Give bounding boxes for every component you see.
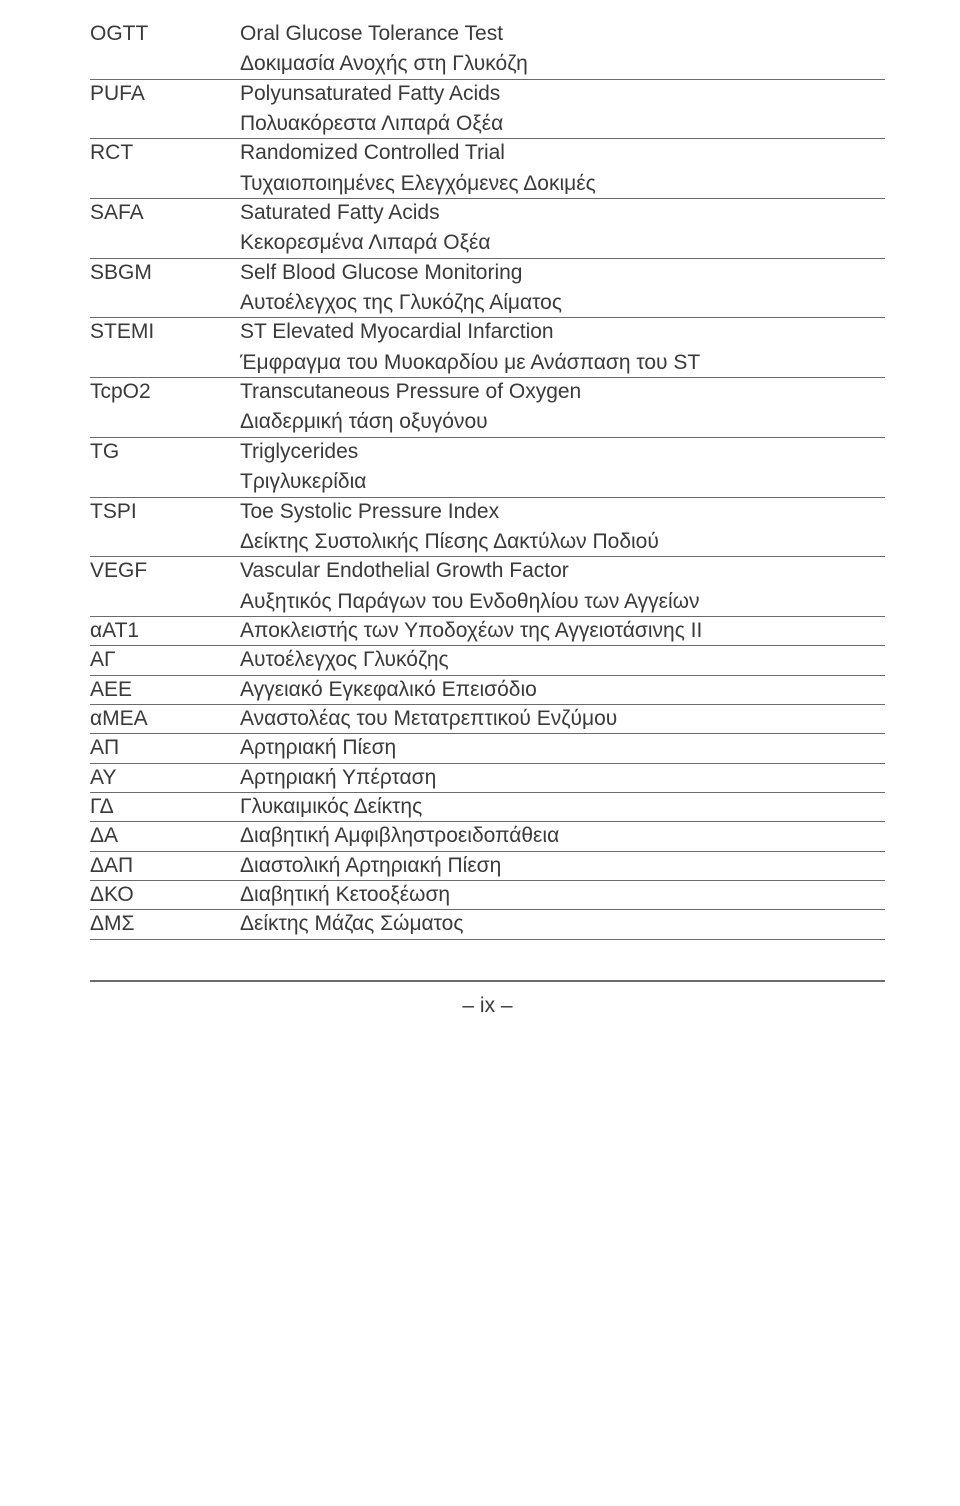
abbr-cell: TSPI <box>90 497 240 557</box>
def-cell: Διαβητική Αμφιβληστροειδοπάθεια <box>240 822 885 851</box>
def-en: Γλυκαιμικός Δείκτης <box>240 793 885 821</box>
abbr-cell: OGTT <box>90 20 240 79</box>
abbr-cell: ΔΑΠ <box>90 851 240 880</box>
def-cell: Γλυκαιμικός Δείκτης <box>240 792 885 821</box>
def-cell: Διαβητική Κετοοξέωση <box>240 880 885 909</box>
def-en: Oral Glucose Tolerance Test <box>240 20 885 48</box>
table-row: TcpO2 Transcutaneous Pressure of Oxygen … <box>90 378 885 438</box>
abbr-cell: TG <box>90 437 240 497</box>
def-en: Toe Systolic Pressure Index <box>240 498 885 526</box>
def-gr: Αυτοέλεγχος της Γλυκόζης Αίματος <box>240 289 885 317</box>
table-row: VEGF Vascular Endothelial Growth Factor … <box>90 557 885 617</box>
def-cell: Toe Systolic Pressure Index Δείκτης Συστ… <box>240 497 885 557</box>
def-en: Αρτηριακή Πίεση <box>240 734 885 762</box>
table-row: TG Triglycerides Τριγλυκερίδια <box>90 437 885 497</box>
def-en: Διαβητική Κετοοξέωση <box>240 881 885 909</box>
def-cell: Αγγειακό Εγκεφαλικό Επεισόδιο <box>240 675 885 704</box>
def-cell: Αρτηριακή Πίεση <box>240 734 885 763</box>
table-row: PUFA Polyunsaturated Fatty Acids Πολυακό… <box>90 79 885 139</box>
abbreviations-table: OGTT Oral Glucose Tolerance Test Δοκιμασ… <box>90 20 885 940</box>
def-cell: Randomized Controlled Trial Τυχαιοποιημέ… <box>240 139 885 199</box>
table-row: ΓΔ Γλυκαιμικός Δείκτης <box>90 792 885 821</box>
abbr-cell: VEGF <box>90 557 240 617</box>
def-gr: Έμφραγμα του Μυοκαρδίου με Ανάσπαση του … <box>240 349 885 377</box>
abbr-cell: ΑΕΕ <box>90 675 240 704</box>
def-cell: Αποκλειστής των Υποδοχέων της Αγγειοτάσι… <box>240 616 885 645</box>
def-en: Διαβητική Αμφιβληστροειδοπάθεια <box>240 822 885 850</box>
def-gr: Δοκιμασία Ανοχής στη Γλυκόζη <box>240 50 885 78</box>
def-gr: Τριγλυκερίδια <box>240 468 885 496</box>
def-cell: Triglycerides Τριγλυκερίδια <box>240 437 885 497</box>
table-row: ΑΠ Αρτηριακή Πίεση <box>90 734 885 763</box>
def-en: Διαστολική Αρτηριακή Πίεση <box>240 852 885 880</box>
abbr-cell: PUFA <box>90 79 240 139</box>
def-gr: Διαδερμική τάση οξυγόνου <box>240 408 885 436</box>
abbr-cell: ΑΠ <box>90 734 240 763</box>
table-row: ΑΕΕ Αγγειακό Εγκεφαλικό Επεισόδιο <box>90 675 885 704</box>
def-cell: ST Elevated Myocardial Infarction Έμφραγ… <box>240 318 885 378</box>
abbreviations-tbody: OGTT Oral Glucose Tolerance Test Δοκιμασ… <box>90 20 885 939</box>
def-gr: Πολυακόρεστα Λιπαρά Οξέα <box>240 110 885 138</box>
def-en: Αναστολέας του Μετατρεπτικού Ενζύμου <box>240 705 885 733</box>
def-cell: Δείκτης Μάζας Σώματος <box>240 910 885 939</box>
table-row: αΜΕΑ Αναστολέας του Μετατρεπτικού Ενζύμο… <box>90 704 885 733</box>
def-en: Αρτηριακή Υπέρταση <box>240 764 885 792</box>
table-row: ΔΑ Διαβητική Αμφιβληστροειδοπάθεια <box>90 822 885 851</box>
def-gr: Κεκορεσμένα Λιπαρά Οξέα <box>240 229 885 257</box>
def-gr: Αυξητικός Παράγων του Ενδοθηλίου των Αγγ… <box>240 588 885 616</box>
abbr-cell: RCT <box>90 139 240 199</box>
table-row: TSPI Toe Systolic Pressure Index Δείκτης… <box>90 497 885 557</box>
def-en: Δείκτης Μάζας Σώματος <box>240 910 885 938</box>
def-en: Self Blood Glucose Monitoring <box>240 259 885 287</box>
def-en: Αυτοέλεγχος Γλυκόζης <box>240 646 885 674</box>
abbr-cell: ΔΜΣ <box>90 910 240 939</box>
def-en: Triglycerides <box>240 438 885 466</box>
def-en: Αποκλειστής των Υποδοχέων της Αγγειοτάσι… <box>240 617 885 645</box>
def-cell: Αυτοέλεγχος Γλυκόζης <box>240 646 885 675</box>
def-en: Saturated Fatty Acids <box>240 199 885 227</box>
abbr-cell: ΑΓ <box>90 646 240 675</box>
table-row: ΑΓ Αυτοέλεγχος Γλυκόζης <box>90 646 885 675</box>
page-number: – ix – <box>90 992 885 1020</box>
abbr-cell: TcpO2 <box>90 378 240 438</box>
abbr-cell: SAFA <box>90 199 240 259</box>
def-gr: Τυχαιοποιημένες Ελεγχόμενες Δοκιμές <box>240 170 885 198</box>
def-cell: Vascular Endothelial Growth Factor Αυξητ… <box>240 557 885 617</box>
table-row: ΑΥ Αρτηριακή Υπέρταση <box>90 763 885 792</box>
abbr-cell: ΔΚΟ <box>90 880 240 909</box>
def-cell: Saturated Fatty Acids Κεκορεσμένα Λιπαρά… <box>240 199 885 259</box>
abbr-cell: ΓΔ <box>90 792 240 821</box>
def-en: Αγγειακό Εγκεφαλικό Επεισόδιο <box>240 676 885 704</box>
abbr-cell: ΔΑ <box>90 822 240 851</box>
def-cell: Polyunsaturated Fatty Acids Πολυακόρεστα… <box>240 79 885 139</box>
table-row: RCT Randomized Controlled Trial Τυχαιοπο… <box>90 139 885 199</box>
table-row: SBGM Self Blood Glucose Monitoring Αυτοέ… <box>90 258 885 318</box>
abbr-cell: ΑΥ <box>90 763 240 792</box>
table-row: OGTT Oral Glucose Tolerance Test Δοκιμασ… <box>90 20 885 79</box>
table-row: SAFA Saturated Fatty Acids Κεκορεσμένα Λ… <box>90 199 885 259</box>
table-row: αΑΤ1 Αποκλειστής των Υποδοχέων της Αγγει… <box>90 616 885 645</box>
abbr-cell: SBGM <box>90 258 240 318</box>
def-en: ST Elevated Myocardial Infarction <box>240 318 885 346</box>
def-cell: Self Blood Glucose Monitoring Αυτοέλεγχο… <box>240 258 885 318</box>
footer-rule <box>90 980 885 982</box>
abbr-cell: αΑΤ1 <box>90 616 240 645</box>
abbr-cell: αΜΕΑ <box>90 704 240 733</box>
def-en: Vascular Endothelial Growth Factor <box>240 557 885 585</box>
table-row: ΔΚΟ Διαβητική Κετοοξέωση <box>90 880 885 909</box>
def-gr: Δείκτης Συστολικής Πίεσης Δακτύλων Ποδιο… <box>240 528 885 556</box>
abbr-cell: STEMI <box>90 318 240 378</box>
def-en: Polyunsaturated Fatty Acids <box>240 80 885 108</box>
def-cell: Διαστολική Αρτηριακή Πίεση <box>240 851 885 880</box>
def-cell: Αναστολέας του Μετατρεπτικού Ενζύμου <box>240 704 885 733</box>
table-row: ΔΑΠ Διαστολική Αρτηριακή Πίεση <box>90 851 885 880</box>
def-en: Randomized Controlled Trial <box>240 139 885 167</box>
table-row: ΔΜΣ Δείκτης Μάζας Σώματος <box>90 910 885 939</box>
def-cell: Transcutaneous Pressure of Oxygen Διαδερ… <box>240 378 885 438</box>
table-row: STEMI ST Elevated Myocardial Infarction … <box>90 318 885 378</box>
def-en: Transcutaneous Pressure of Oxygen <box>240 378 885 406</box>
def-cell: Αρτηριακή Υπέρταση <box>240 763 885 792</box>
def-cell: Oral Glucose Tolerance Test Δοκιμασία Αν… <box>240 20 885 79</box>
